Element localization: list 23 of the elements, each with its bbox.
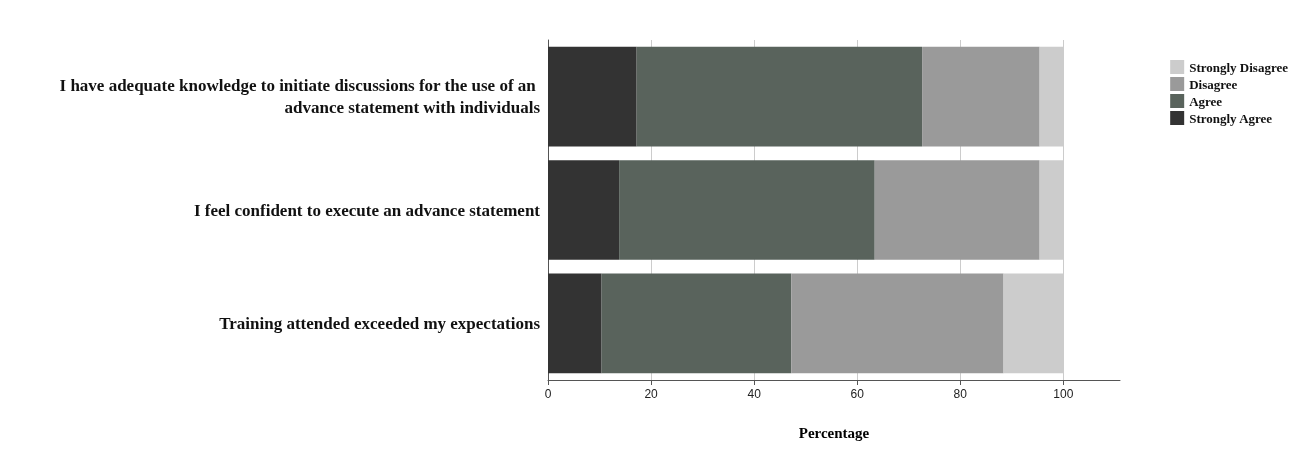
x-tick-label: 20 <box>644 387 659 401</box>
y-tick-label: Training attended exceeded my expectations <box>219 313 541 333</box>
bar <box>548 46 637 147</box>
bar <box>601 273 792 374</box>
bar <box>636 46 923 147</box>
legend-label: Strongly Disagree <box>1189 59 1289 75</box>
bar <box>874 160 1040 260</box>
x-tick-label: 60 <box>850 387 865 401</box>
bar <box>548 160 620 260</box>
x-tick-label: 0 <box>544 387 552 401</box>
x-tick-label: 100 <box>1053 387 1074 401</box>
legend-label: Agree <box>1189 93 1223 109</box>
legend-label: Disagree <box>1189 76 1238 92</box>
bar <box>548 273 602 374</box>
x-tick-label: 40 <box>747 387 762 401</box>
y-tick-label: I have adequate knowledge to initiate discussions for the use of an advance statement with individuals <box>59 76 541 118</box>
legend-label: Strongly Agree <box>1189 110 1273 126</box>
bar <box>619 160 875 260</box>
bar <box>791 273 1004 374</box>
x-tick-label: 80 <box>953 387 968 401</box>
bar <box>922 46 1040 147</box>
y-tick-label: I feel confident to execute an advance statement <box>193 200 541 220</box>
x-axis-title: Percentage <box>798 424 870 441</box>
